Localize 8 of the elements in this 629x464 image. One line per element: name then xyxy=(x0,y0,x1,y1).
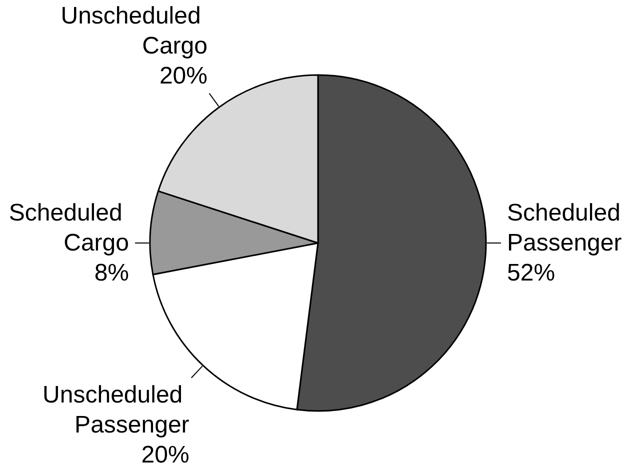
slice-label: Unscheduled Cargo xyxy=(60,2,208,60)
slice-label: Scheduled Cargo xyxy=(8,200,129,256)
slice-label: Unscheduled Passenger xyxy=(42,382,190,439)
data-label: 20% xyxy=(159,62,208,90)
slice-label: Scheduled Passenger xyxy=(507,200,628,256)
data-label: 52% xyxy=(507,260,556,286)
data-label: 20% xyxy=(141,442,190,464)
data-label: 8% xyxy=(94,260,129,286)
